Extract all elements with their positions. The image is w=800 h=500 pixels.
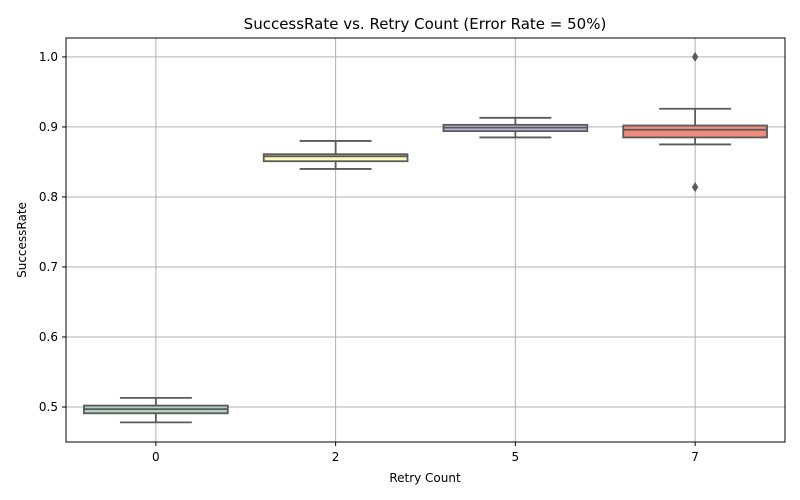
y-tick-label: 0.6 <box>39 330 58 344</box>
y-tick-label: 0.8 <box>39 190 58 204</box>
box-group-0 <box>83 396 229 424</box>
box-group-7 <box>622 51 768 193</box>
box-group-2 <box>262 140 409 170</box>
y-tick-label: 0.7 <box>39 260 58 274</box>
y-tick-label: 1.0 <box>39 50 58 64</box>
box-rect <box>622 124 768 139</box>
outlier-marker <box>691 51 699 62</box>
y-tick-label: 0.9 <box>39 120 58 134</box>
outlier-marker <box>691 182 699 193</box>
y-tick-label: 0.5 <box>39 400 58 414</box>
y-axis-label: SuccessRate <box>15 202 29 278</box>
chart-title: SuccessRate vs. Retry Count (Error Rate … <box>244 15 607 33</box>
plot-frame <box>65 37 786 443</box>
grid-layer <box>66 38 785 442</box>
x-tick-label: 2 <box>332 450 340 464</box>
x-axis-label: Retry Count <box>389 471 461 485</box>
box-rect <box>262 153 409 163</box>
x-tick-label: 7 <box>691 450 699 464</box>
box-layer <box>83 51 768 424</box>
box-group-5 <box>442 116 589 139</box>
tick-layer: 0.5 0.6 0.7 0.8 0.9 1.0 0 2 5 7 <box>39 50 699 464</box>
x-tick-label: 0 <box>152 450 160 464</box>
x-tick-label: 5 <box>512 450 520 464</box>
